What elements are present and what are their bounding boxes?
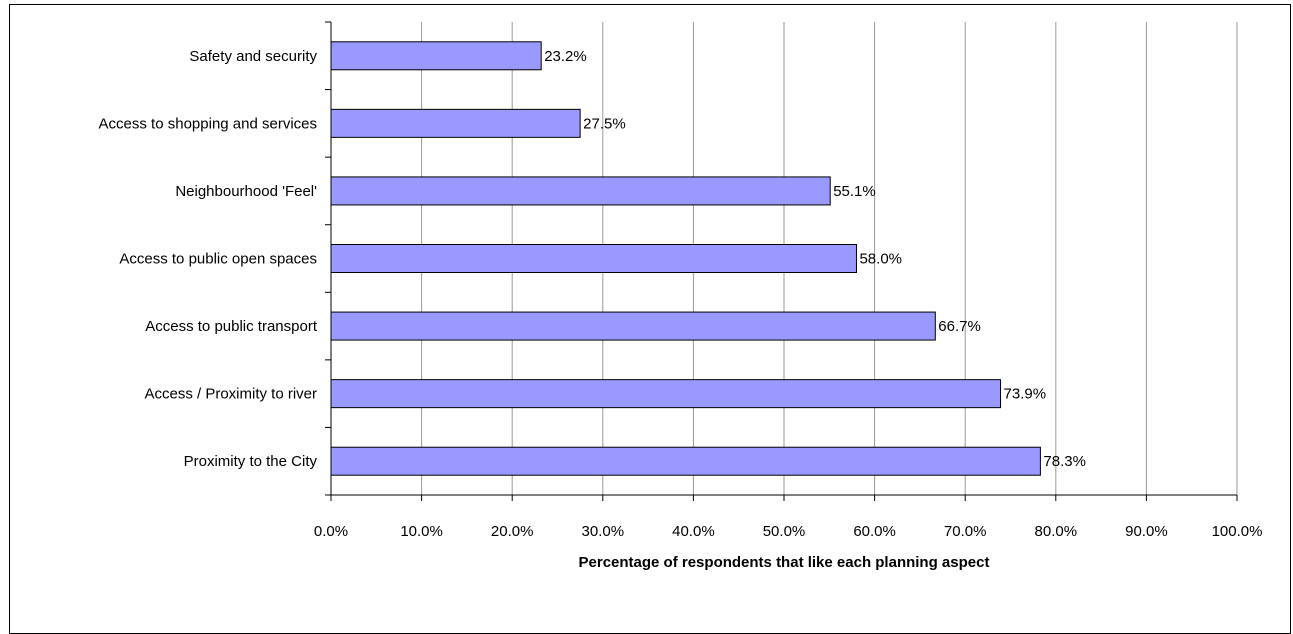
axes <box>325 21 1238 501</box>
category-label: Neighbourhood 'Feel' <box>175 183 317 200</box>
x-tick-label: 0.0% <box>314 523 348 540</box>
bar <box>330 446 1041 476</box>
x-tick-label: 40.0% <box>672 523 715 540</box>
bar <box>330 244 857 273</box>
x-tick-label: 20.0% <box>491 523 534 540</box>
bar-chart: 23.2% Safety and security 27.5% Access to s… <box>99 21 1263 571</box>
x-tick-label: 10.0% <box>400 523 443 540</box>
category-label: Access to shopping and services <box>99 115 317 132</box>
category-label: Access to public transport <box>145 318 318 335</box>
category-label: Access / Proximity to river <box>144 386 317 403</box>
x-tick-label: 70.0% <box>944 523 987 540</box>
bar <box>330 176 831 206</box>
x-tick-label: 100.0% <box>1212 523 1263 540</box>
x-tick-label: 80.0% <box>1035 523 1078 540</box>
data-label: 55.1% <box>833 183 876 200</box>
x-tick-label: 60.0% <box>853 523 896 540</box>
bar <box>330 311 936 341</box>
data-label: 73.9% <box>1004 386 1047 403</box>
data-label: 66.7% <box>938 318 981 335</box>
data-label: 58.0% <box>859 251 902 268</box>
bar <box>330 41 542 71</box>
x-tick-label: 50.0% <box>763 523 806 540</box>
category-label: Proximity to the City <box>184 453 318 470</box>
x-axis-title: Percentage of respondents that like each… <box>579 554 990 571</box>
data-label: 23.2% <box>544 48 587 65</box>
labels: 23.2% Safety and security 27.5% Access to s… <box>99 48 1263 540</box>
bars <box>330 41 1041 476</box>
data-label: 27.5% <box>583 115 626 132</box>
gridlines <box>421 22 1238 495</box>
category-label: Access to public open spaces <box>119 251 317 268</box>
x-tick-label: 30.0% <box>582 523 625 540</box>
x-tick-label: 90.0% <box>1125 523 1168 540</box>
category-label: Safety and security <box>189 48 317 65</box>
bar <box>330 379 1002 409</box>
data-label: 78.3% <box>1043 453 1086 470</box>
bar <box>330 108 581 138</box>
